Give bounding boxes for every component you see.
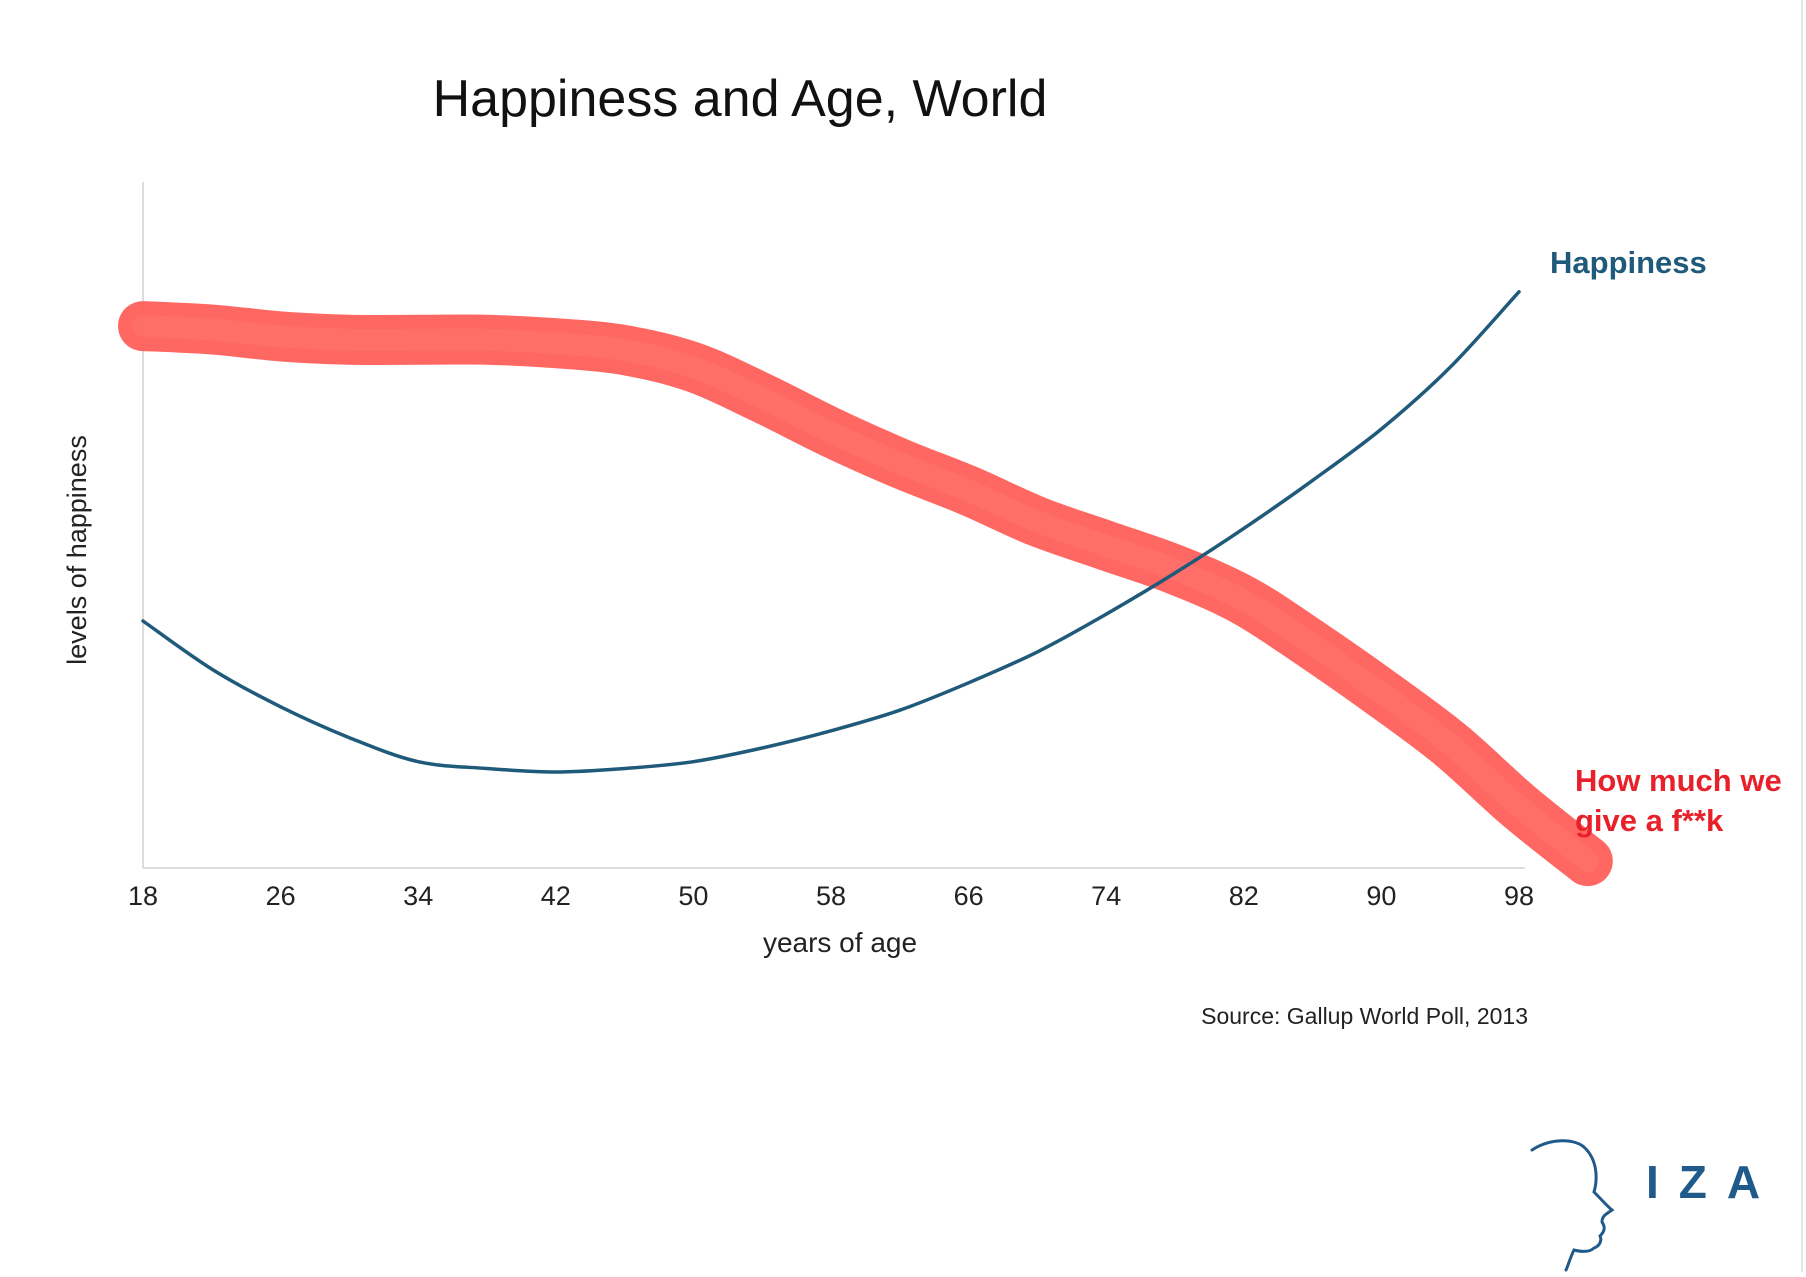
- y-axis-label: levels of happiness: [62, 435, 92, 665]
- x-tick-label: 50: [678, 881, 708, 911]
- happiness-series-line: [141, 290, 1521, 774]
- give-series-line-highlight: [132, 315, 1599, 873]
- page-edge-divider: [1801, 0, 1803, 1272]
- logo-text: IZA: [1646, 1156, 1780, 1208]
- x-tick-label: 74: [1091, 881, 1121, 911]
- x-tick-label: 58: [816, 881, 846, 911]
- profile-head-icon: [1530, 1139, 1615, 1272]
- x-tick-label: 26: [266, 881, 296, 911]
- iza-logo: IZA: [1530, 1139, 1780, 1272]
- give-series-label-line-2: give a f**k: [1575, 803, 1724, 838]
- source-note: Source: Gallup World Poll, 2013: [1201, 1003, 1528, 1029]
- x-axis-label: years of age: [763, 927, 917, 958]
- x-tick-label: 66: [954, 881, 984, 911]
- give-series-line: [118, 301, 1613, 887]
- x-tick-label: 98: [1504, 881, 1534, 911]
- x-tick-label: 90: [1366, 881, 1396, 911]
- chart-title: Happiness and Age, World: [433, 70, 1048, 128]
- x-tick-label: 34: [403, 881, 433, 911]
- give-series-label-line-1: How much we: [1575, 763, 1782, 798]
- x-tick-label: 82: [1229, 881, 1259, 911]
- x-tick-label: 42: [541, 881, 571, 911]
- x-tick-labels: 18 26 34 42 50 58 66 74 82 90 98: [128, 881, 1534, 911]
- x-tick-label: 18: [128, 881, 158, 911]
- happiness-series-label: Happiness: [1550, 245, 1707, 280]
- series-layer: [118, 290, 1613, 887]
